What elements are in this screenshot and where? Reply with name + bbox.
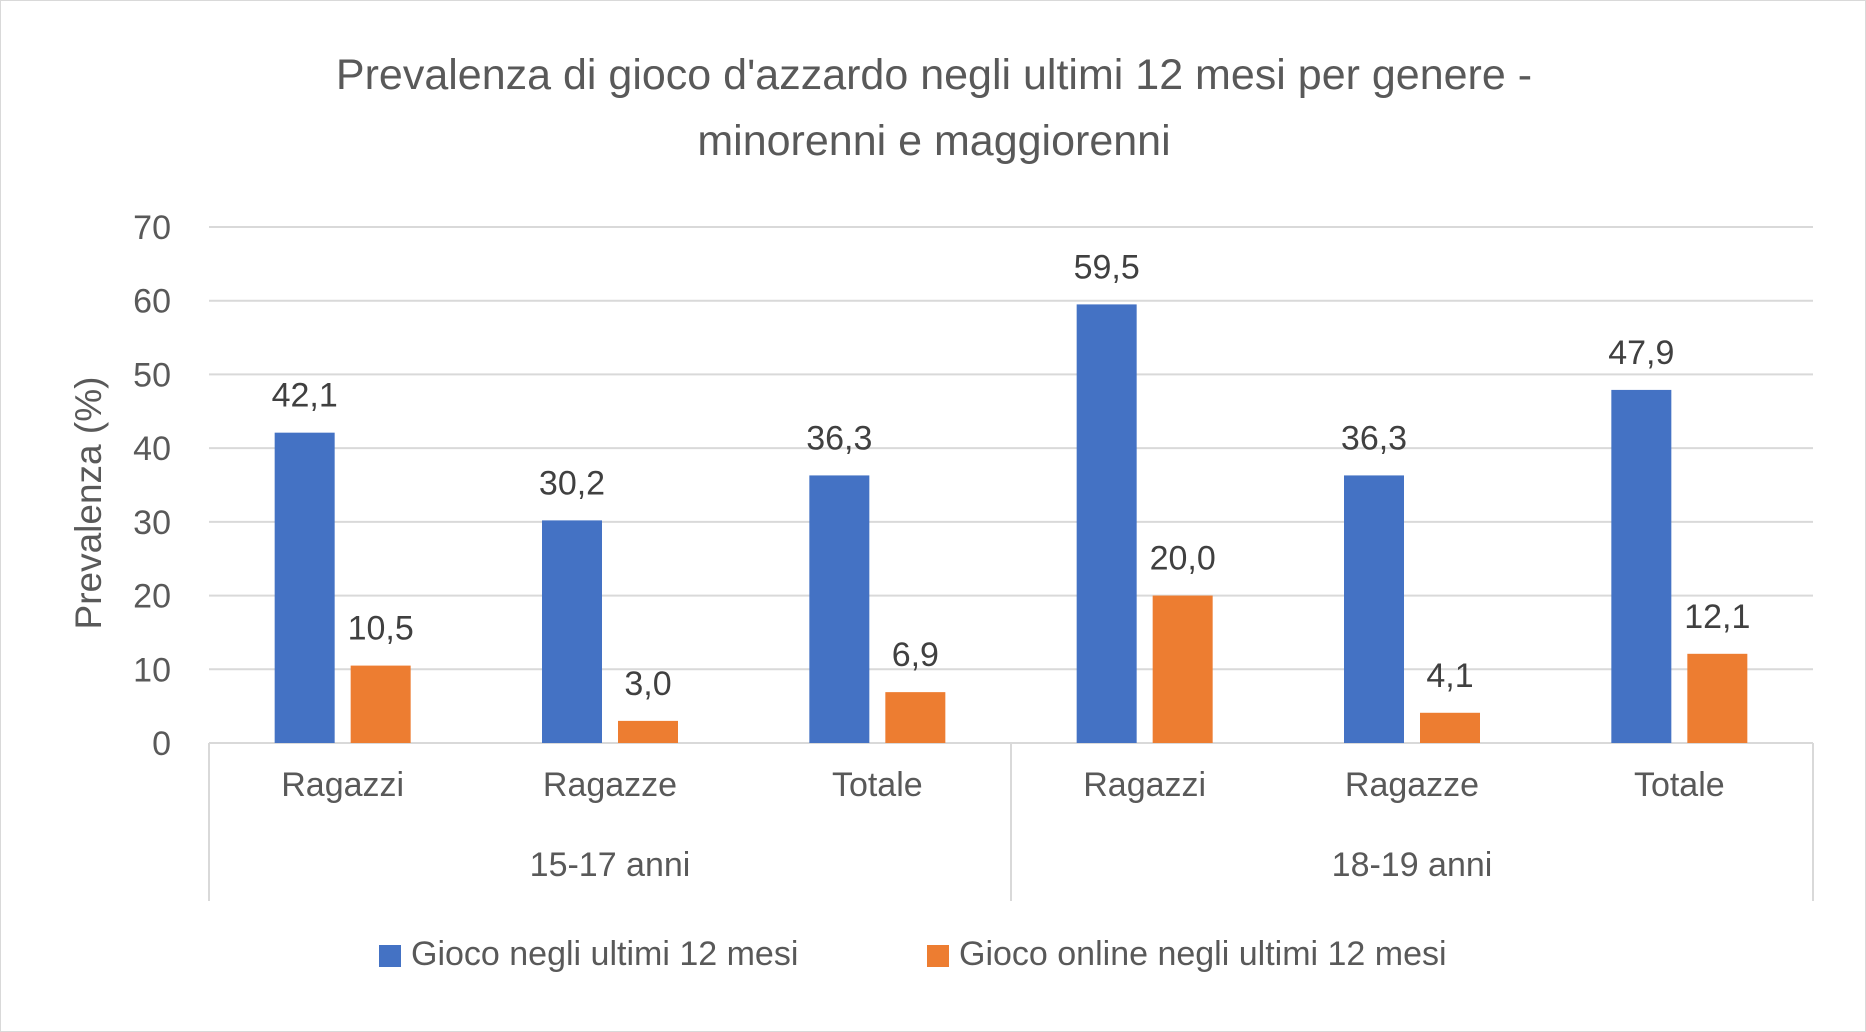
chart-title-line-2: minorenni e maggiorenni <box>697 117 1170 165</box>
data-label: 36,3 <box>1341 419 1407 457</box>
y-tick-label: 30 <box>133 504 171 542</box>
plot-area: 0 10 20 30 40 50 60 70 Ragazzi Ragazze Totale Ragaz… <box>133 209 1814 901</box>
x-group-label: 15-17 anni <box>530 846 691 884</box>
bar-gioco-online <box>618 720 678 743</box>
bar-gioco <box>1611 389 1672 743</box>
bar-gioco <box>542 520 602 743</box>
chart-title-line-1: Prevalenza di gioco d'azzardo negli ulti… <box>336 51 1532 99</box>
x-tick-label: Ragazze <box>1345 766 1479 804</box>
legend-label: Gioco negli ultimi 12 mesi <box>411 935 798 973</box>
y-axis-label: Prevalenza (%) <box>68 377 109 630</box>
y-tick-label: 10 <box>133 651 171 689</box>
y-tick-label: 60 <box>133 283 171 321</box>
bar-gioco-online <box>1687 653 1748 743</box>
data-label: 59,5 <box>1074 248 1140 286</box>
x-tick-label: Ragazzi <box>281 766 404 804</box>
x-tick-label: Totale <box>832 766 923 804</box>
data-label: 10,5 <box>348 610 414 648</box>
x-group-label: 18-19 anni <box>1332 846 1493 884</box>
data-label: 12,1 <box>1684 598 1750 636</box>
bar-gioco <box>809 475 870 743</box>
x-tick-label: Totale <box>1634 766 1725 804</box>
legend-swatch <box>927 945 949 967</box>
x-tick-label: Ragazze <box>543 766 677 804</box>
bar-gioco-online <box>350 665 411 743</box>
data-label: 6,9 <box>892 636 939 674</box>
data-label: 30,2 <box>539 464 605 502</box>
data-label: 20,0 <box>1150 540 1216 578</box>
data-label: 47,9 <box>1608 334 1674 372</box>
bar-gioco-online <box>1420 712 1480 743</box>
bar-gioco-online <box>1152 595 1213 743</box>
legend-label: Gioco online negli ultimi 12 mesi <box>959 935 1447 973</box>
data-label: 4,1 <box>1426 657 1473 695</box>
data-label: 42,1 <box>272 377 338 415</box>
x-tick-label: Ragazzi <box>1083 766 1206 804</box>
bar-gioco-online <box>885 692 946 743</box>
bar-gioco <box>1076 304 1137 743</box>
bar-gioco <box>1344 475 1404 743</box>
y-tick-label: 20 <box>133 578 171 616</box>
y-tick-label: 50 <box>133 356 171 394</box>
y-tick-label: 40 <box>133 430 171 468</box>
bar-gioco <box>274 432 335 743</box>
y-tick-label: 0 <box>152 725 171 763</box>
data-label: 36,3 <box>806 419 872 457</box>
y-tick-label: 70 <box>133 209 171 247</box>
legend: Gioco negli ultimi 12 mesi Gioco online n… <box>379 935 1447 973</box>
legend-swatch <box>379 945 401 967</box>
data-label: 3,0 <box>624 665 671 703</box>
